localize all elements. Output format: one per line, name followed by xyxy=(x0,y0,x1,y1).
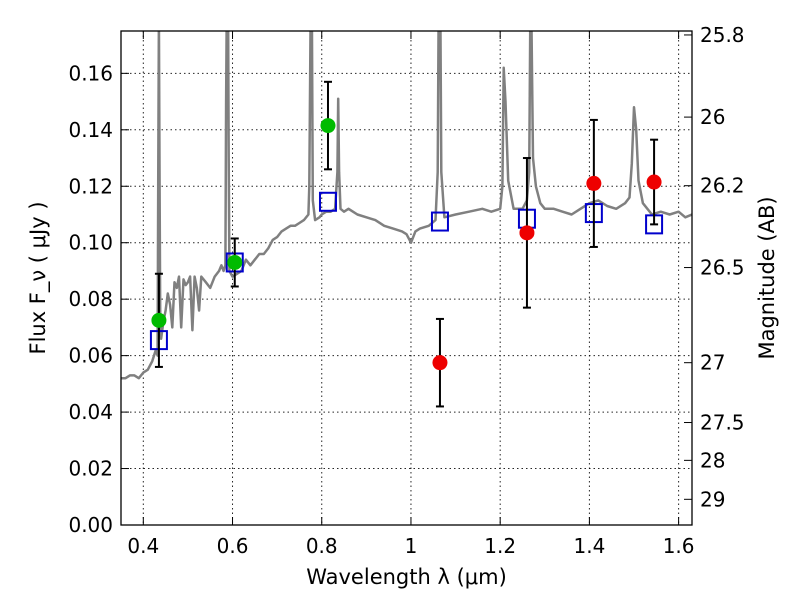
model-sed-line xyxy=(121,31,692,380)
plot-series xyxy=(121,31,692,408)
model-photometry-square xyxy=(318,191,337,212)
series-clip-group xyxy=(121,31,692,380)
y-tick-label: 0.10 xyxy=(68,231,113,255)
right-tick-label: 27 xyxy=(700,351,725,375)
observed-flux-point xyxy=(586,175,602,191)
observed-flux-point xyxy=(320,118,336,134)
observed-flux-point xyxy=(227,254,243,270)
y-tick-label: 0.02 xyxy=(68,457,113,481)
observed-flux-point xyxy=(646,174,662,190)
y-tick-label: 0.04 xyxy=(68,400,113,424)
y-tick-label: 0.12 xyxy=(68,174,113,198)
right-tick-label: 26.2 xyxy=(700,174,745,198)
x-tick-label: 1.4 xyxy=(573,534,605,558)
model-photometry-square xyxy=(430,211,449,232)
y-axis-label: Flux F_ν ( μJy ) xyxy=(26,201,51,354)
y-tick-label: 0.00 xyxy=(68,513,113,537)
plot-frame xyxy=(120,30,693,526)
right-tick-label: 27.5 xyxy=(700,411,745,435)
grid xyxy=(121,31,692,526)
x-tick-label: 1.2 xyxy=(484,534,516,558)
observed-flux-point xyxy=(432,355,448,371)
x-tick-label: 0.4 xyxy=(127,534,159,558)
right-tick-label: 25.8 xyxy=(700,23,745,47)
observed-flux-point xyxy=(519,225,535,241)
y-tick-label: 0.06 xyxy=(68,344,113,368)
axis-ticks: 0.4 0.6 0.8 1 1.2 1.4 1.6 0.00 0.02 0.04 0.06 0.08 0… xyxy=(68,23,744,558)
right-tick-label: 26.5 xyxy=(700,256,745,280)
y-tick-label: 0.14 xyxy=(68,118,113,142)
observed-flux-point xyxy=(151,312,167,328)
right-tick-label: 29 xyxy=(700,487,725,511)
y-tick-label: 0.16 xyxy=(68,61,113,85)
right-tick-label: 26 xyxy=(700,105,725,129)
x-axis-label: Wavelength λ (μm) xyxy=(306,565,507,589)
x-tick-label: 1 xyxy=(405,534,418,558)
y-tick-label: 0.08 xyxy=(68,287,113,311)
x-tick-label: 0.8 xyxy=(306,534,338,558)
x-tick-label: 0.6 xyxy=(217,534,249,558)
x-tick-label: 1.6 xyxy=(663,534,695,558)
right-tick-label: 28 xyxy=(700,448,725,472)
right-axis-label: Magnitude (AB) xyxy=(755,196,779,359)
